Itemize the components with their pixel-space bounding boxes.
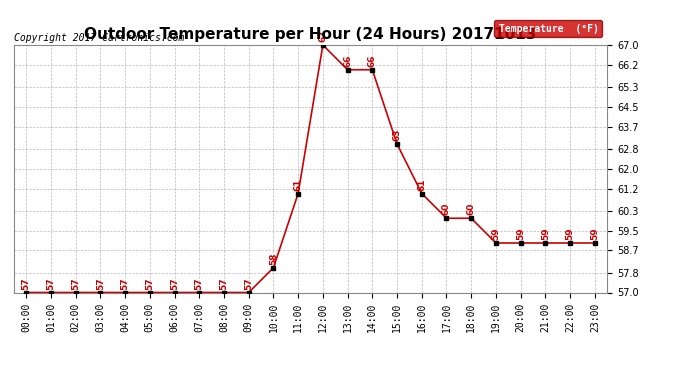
Text: 59: 59: [516, 228, 525, 240]
Text: 57: 57: [244, 277, 253, 290]
Text: 59: 59: [566, 228, 575, 240]
Text: Copyright 2017 Cartronics.com: Copyright 2017 Cartronics.com: [14, 33, 184, 42]
Text: 59: 59: [491, 228, 500, 240]
Text: 57: 57: [71, 277, 80, 290]
Text: 57: 57: [96, 277, 105, 290]
Text: 57: 57: [21, 277, 30, 290]
Text: 61: 61: [294, 178, 303, 191]
Legend: Temperature  (°F): Temperature (°F): [494, 20, 602, 37]
Text: 57: 57: [46, 277, 55, 290]
Text: 60: 60: [466, 203, 475, 216]
Title: Outdoor Temperature per Hour (24 Hours) 20171013: Outdoor Temperature per Hour (24 Hours) …: [84, 27, 537, 42]
Text: 66: 66: [343, 54, 352, 67]
Text: 63: 63: [393, 129, 402, 141]
Text: 59: 59: [591, 228, 600, 240]
Text: 67: 67: [318, 30, 327, 42]
Text: 57: 57: [195, 277, 204, 290]
Text: 57: 57: [146, 277, 155, 290]
Text: 59: 59: [541, 228, 550, 240]
Text: 61: 61: [417, 178, 426, 191]
Text: 60: 60: [442, 203, 451, 216]
Text: 58: 58: [269, 252, 278, 265]
Text: 57: 57: [170, 277, 179, 290]
Text: 57: 57: [121, 277, 130, 290]
Text: 66: 66: [368, 54, 377, 67]
Text: 57: 57: [219, 277, 228, 290]
